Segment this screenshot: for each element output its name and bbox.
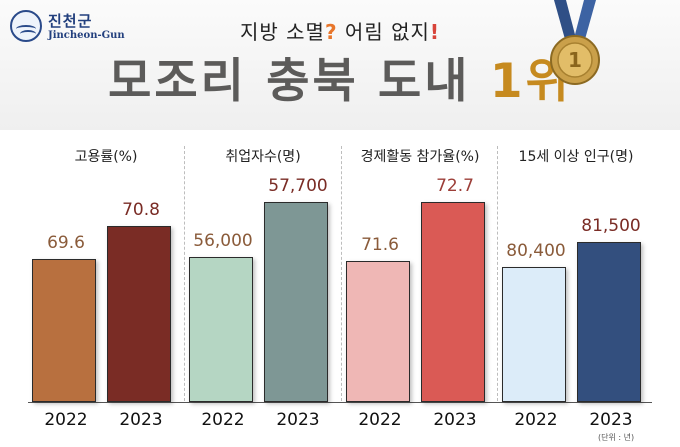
panel-title: 경제활동 참가율(%)	[360, 149, 480, 165]
jincheon-logo: 진천군 Jincheon-Gun	[10, 8, 140, 44]
bar	[502, 267, 566, 402]
bar	[32, 259, 96, 402]
bar	[264, 202, 328, 402]
data-label: 69.6	[47, 233, 85, 253]
title-main: 모조리 충북 도내	[108, 54, 490, 109]
data-label: 57,700	[268, 176, 328, 196]
bar	[346, 261, 410, 402]
unit-note: (단위 : 년)	[598, 433, 635, 442]
chart-baseline	[28, 402, 652, 403]
logo-korean: 진천군	[48, 12, 93, 30]
group-divider	[497, 146, 498, 401]
x-tick-label: 2023	[589, 410, 633, 430]
panel-title: 취업자수(명)	[225, 149, 301, 165]
gold-medal-icon: 1	[550, 0, 600, 85]
subtitle-exclamation: !	[429, 20, 441, 44]
logo-emblem-icon	[10, 10, 42, 42]
data-label: 70.8	[122, 200, 160, 220]
data-label: 56,000	[193, 231, 253, 251]
x-tick-label: 2022	[201, 410, 245, 430]
x-tick-label: 2022	[514, 410, 558, 430]
data-label: 71.6	[361, 235, 399, 255]
panel-title: 고용률(%)	[74, 149, 138, 165]
x-tick-label: 2022	[44, 410, 88, 430]
bar	[421, 202, 485, 402]
panel-title: 15세 이상 인구(명)	[518, 149, 634, 165]
bar	[107, 226, 171, 402]
logo-english: Jincheon-Gun	[48, 30, 125, 41]
x-tick-label: 2023	[433, 410, 477, 430]
data-label: 81,500	[581, 216, 641, 236]
subtitle-question-mark: ?	[324, 20, 338, 44]
bar	[189, 257, 253, 402]
group-divider	[184, 146, 185, 401]
group-divider	[341, 146, 342, 401]
subtitle: 지방 소멸? 어림 없지!	[0, 16, 680, 45]
x-tick-label: 2022	[358, 410, 402, 430]
x-tick-label: 2023	[276, 410, 320, 430]
subtitle-part-1: 지방 소멸	[239, 20, 325, 44]
data-label: 72.7	[436, 176, 474, 196]
bar	[577, 242, 641, 402]
x-tick-label: 2023	[119, 410, 163, 430]
subtitle-part-2: 어림 없지	[337, 20, 430, 44]
svg-text:1: 1	[568, 48, 582, 72]
data-label: 80,400	[506, 241, 566, 261]
